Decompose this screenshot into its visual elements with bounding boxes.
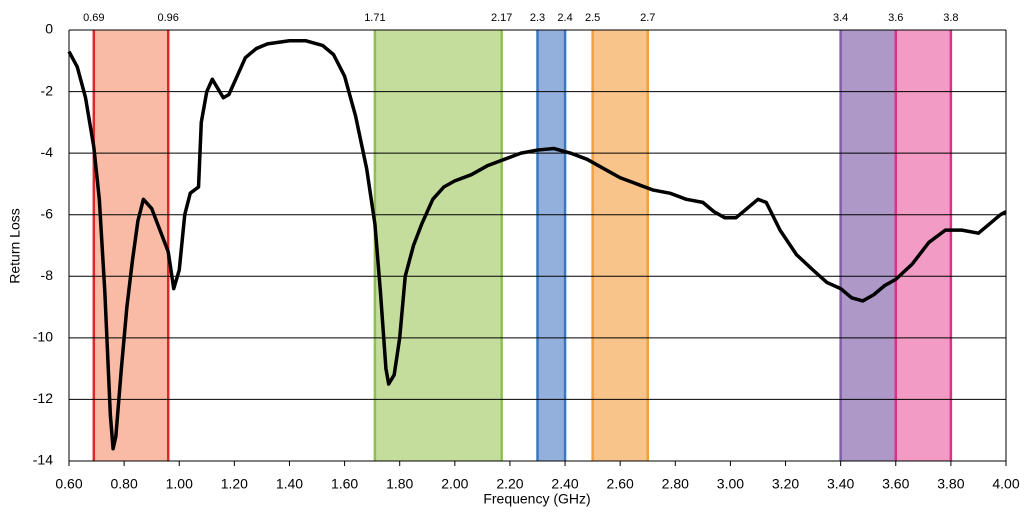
x-tick-label: 2.00 [441,476,468,492]
band [374,30,502,461]
band-label: 3.6 [888,12,903,24]
band-label: 3.4 [833,12,848,24]
y-tick-label: -10 [33,329,53,345]
y-tick-label: -8 [41,267,54,283]
x-tick-label: 1.80 [386,476,413,492]
y-tick-label: -4 [41,144,54,160]
y-tick-label: 0 [45,21,53,37]
x-tick-label: 1.00 [166,476,193,492]
band [895,30,951,461]
x-tick-label: 2.20 [496,476,523,492]
band-label: 2.4 [557,12,572,24]
band [592,30,648,461]
y-tick-label: -12 [33,390,53,406]
band-label: 1.71 [364,12,385,24]
x-tick-label: 3.20 [772,476,799,492]
band [93,30,169,461]
y-tick-label: -6 [41,205,54,221]
band-label: 2.7 [640,12,655,24]
y-axis-title: Return Loss [7,208,23,283]
x-tick-label: 1.20 [221,476,248,492]
x-tick-label: 1.40 [276,476,303,492]
band-label: 2.5 [585,12,600,24]
x-tick-label: 0.60 [55,476,82,492]
data-line [67,39,1007,451]
x-tick-label: 3.60 [882,476,909,492]
band-label: 0.69 [83,12,104,24]
x-axis-title: Frequency (GHz) [483,491,590,507]
band-label: 0.96 [158,12,179,24]
x-tick-label: 2.40 [551,476,578,492]
x-tick-label: 1.60 [331,476,358,492]
band-label: 3.8 [943,12,958,24]
y-tick-label: -14 [33,452,53,468]
x-tick-label: 3.40 [827,476,854,492]
x-tick-label: 3.00 [717,476,744,492]
y-tick-label: -2 [41,82,54,98]
x-tick-label: 4.00 [992,476,1019,492]
band [537,30,566,461]
x-tick-label: 3.80 [937,476,964,492]
band-label: 2.17 [491,12,512,24]
x-tick-label: 0.80 [110,476,137,492]
band-label: 2.3 [530,12,545,24]
x-tick-label: 2.60 [607,476,634,492]
band [840,30,896,461]
x-tick-label: 2.80 [662,476,689,492]
